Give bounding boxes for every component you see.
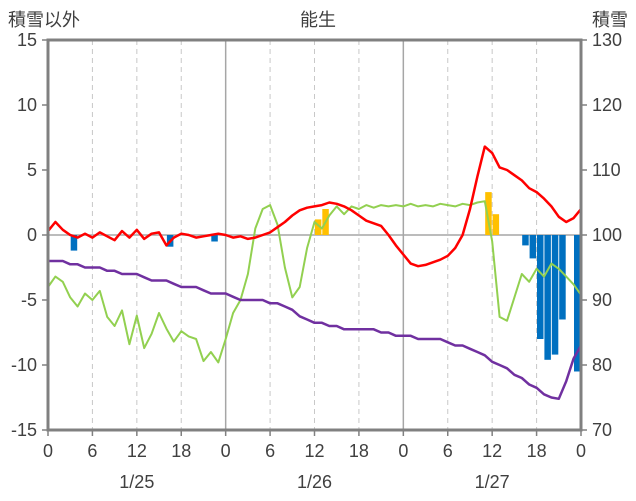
x-axis-tick-label: 6 (443, 441, 453, 461)
x-axis-tick-label: 12 (304, 441, 324, 461)
left-axis-tick-label: 15 (17, 30, 37, 50)
x-axis-tick-label: 6 (265, 441, 275, 461)
x-axis-tick-label: 0 (576, 441, 586, 461)
x-axis-date-label: 1/26 (297, 472, 332, 492)
x-axis-date-label: 1/27 (475, 472, 510, 492)
precipitation-bars (559, 235, 566, 320)
left-axis-title: 積雪以外 (8, 10, 80, 30)
x-axis-tick-label: 6 (87, 441, 97, 461)
x-axis-tick-label: 18 (527, 441, 547, 461)
precipitation-bars (70, 235, 78, 251)
snowfall-bars (492, 214, 500, 235)
wind-line (47, 200, 582, 364)
x-axis-tick-label: 0 (398, 441, 408, 461)
right-axis-tick-label: 100 (592, 225, 622, 245)
left-axis-tick-label: -5 (21, 290, 37, 310)
snowfall-bars (485, 192, 492, 235)
precipitation-bars (544, 235, 551, 360)
x-axis-tick-label: 12 (127, 441, 147, 461)
x-axis-tick-label: 18 (171, 441, 191, 461)
left-axis-tick-label: -15 (11, 420, 37, 440)
temperature-line (46, 145, 583, 268)
left-axis-tick-label: 0 (27, 225, 37, 245)
left-axis-tick-label: 10 (17, 95, 37, 115)
right-axis-tick-label: 70 (592, 420, 612, 440)
precipitation-bars (522, 235, 529, 246)
precipitation-bars (551, 235, 559, 355)
x-axis-tick-label: 12 (482, 441, 502, 461)
right-axis-tick-label: 120 (592, 95, 622, 115)
x-axis-tick-label: 0 (221, 441, 231, 461)
x-axis-tick-label: 18 (349, 441, 369, 461)
chart-title: 能生 (300, 10, 336, 30)
precipitation-bars (537, 235, 544, 339)
precipitation-bars (211, 235, 218, 242)
right-axis-tick-label: 130 (592, 30, 622, 50)
x-axis-tick-label: 0 (43, 441, 53, 461)
precipitation-bars (529, 235, 537, 259)
snow-depth-line (46, 259, 583, 401)
precipitation-bars (574, 235, 581, 372)
right-axis-tick-label: 90 (592, 290, 612, 310)
right-axis-tick-label: 80 (592, 355, 612, 375)
left-axis-tick-label: 5 (27, 160, 37, 180)
left-axis-tick-label: -10 (11, 355, 37, 375)
snowfall-bars (314, 219, 322, 235)
right-axis-tick-label: 110 (592, 160, 621, 180)
right-axis-title: 積雪 (592, 10, 628, 30)
x-axis-date-label: 1/25 (119, 472, 154, 492)
